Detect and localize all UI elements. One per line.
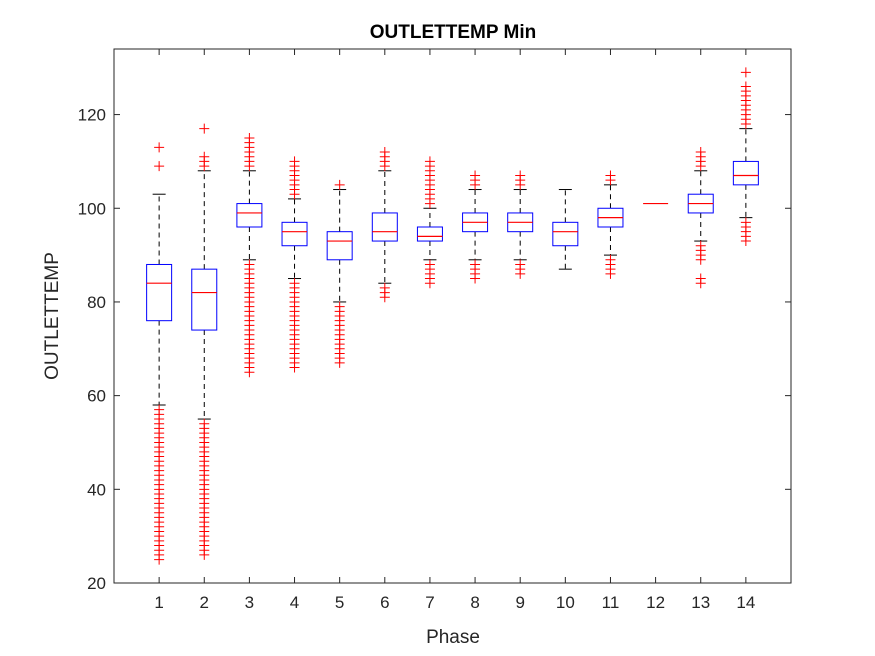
outlier-marker bbox=[695, 278, 706, 289]
box bbox=[552, 221, 579, 247]
y-axis-label: OUTLETTEMP bbox=[42, 252, 63, 380]
outlier-marker bbox=[379, 147, 390, 158]
x-tick-label: 5 bbox=[335, 593, 344, 612]
outlier-marker bbox=[289, 362, 300, 373]
outlier-marker bbox=[740, 67, 751, 78]
x-tick-label: 13 bbox=[691, 593, 710, 612]
plot-frame bbox=[113, 48, 792, 584]
x-tick-label: 3 bbox=[245, 593, 254, 612]
outlier-marker bbox=[515, 268, 526, 279]
outlier-marker bbox=[605, 268, 616, 279]
x-tick-label: 4 bbox=[290, 593, 299, 612]
outlier-marker bbox=[199, 123, 210, 134]
x-tick-label: 1 bbox=[154, 593, 163, 612]
y-tick-label: 80 bbox=[87, 293, 106, 312]
x-tick-label: 12 bbox=[646, 593, 665, 612]
x-tick-label: 8 bbox=[470, 593, 479, 612]
x-tick-label: 14 bbox=[736, 593, 755, 612]
outlier-marker bbox=[334, 179, 345, 190]
outlier-marker bbox=[515, 170, 526, 181]
outlier-marker bbox=[424, 278, 435, 289]
box bbox=[732, 160, 759, 186]
outlier-marker bbox=[244, 367, 255, 378]
outlier-marker bbox=[470, 170, 481, 181]
outlier-marker bbox=[289, 156, 300, 167]
outlier-marker bbox=[334, 357, 345, 368]
outlier-marker bbox=[199, 549, 210, 560]
outlier-marker bbox=[695, 254, 706, 265]
outlier-marker bbox=[154, 142, 165, 153]
box bbox=[191, 268, 218, 331]
y-tick-label: 20 bbox=[87, 574, 106, 593]
x-tick-label: 11 bbox=[602, 593, 620, 612]
box bbox=[371, 212, 398, 242]
y-tick-label: 60 bbox=[87, 387, 106, 406]
chart-title: OUTLETTEMP Min bbox=[370, 22, 536, 43]
outlier-marker bbox=[154, 554, 165, 565]
outlier-marker bbox=[740, 236, 751, 247]
x-tick-label: 2 bbox=[200, 593, 209, 612]
outlier-marker bbox=[740, 81, 751, 92]
outlier-marker bbox=[695, 147, 706, 158]
outlier-marker bbox=[154, 161, 165, 172]
y-tick-label: 100 bbox=[78, 199, 106, 218]
y-tick-label: 120 bbox=[78, 106, 106, 125]
x-axis-label: Phase bbox=[426, 627, 480, 648]
outlier-marker bbox=[244, 133, 255, 143]
outlier-marker bbox=[470, 273, 481, 284]
x-tick-label: 6 bbox=[380, 593, 389, 612]
box bbox=[146, 263, 173, 322]
box bbox=[281, 221, 308, 247]
box bbox=[236, 203, 263, 228]
outlier-marker bbox=[424, 156, 435, 167]
outlier-marker bbox=[199, 151, 210, 162]
outlier-marker bbox=[605, 170, 616, 181]
x-tick-label: 10 bbox=[556, 593, 575, 612]
box bbox=[326, 231, 353, 261]
y-tick-label: 40 bbox=[87, 480, 106, 499]
outlier-marker bbox=[379, 292, 390, 303]
x-tick-label: 9 bbox=[515, 593, 524, 612]
box bbox=[416, 226, 443, 242]
x-tick-label: 7 bbox=[425, 593, 434, 612]
